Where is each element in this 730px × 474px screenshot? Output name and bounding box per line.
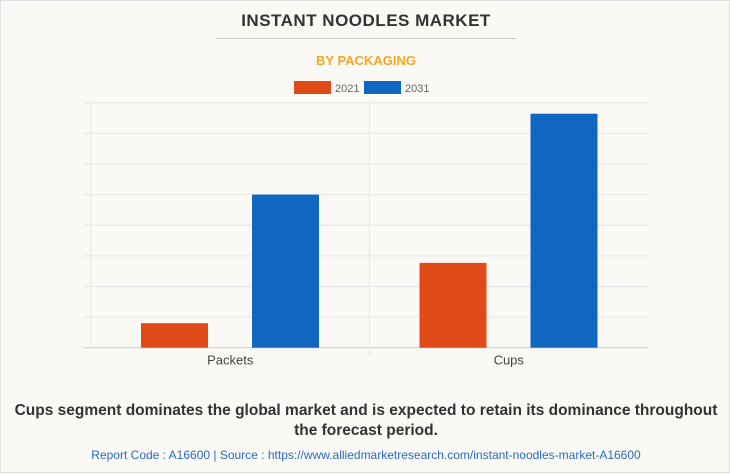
chart-subtitle: BY PACKAGING xyxy=(316,53,416,68)
legend-label: 2031 xyxy=(405,83,429,95)
chart-title: INSTANT NOODLES MARKET xyxy=(241,11,491,30)
x-tick-label: Packets xyxy=(207,353,254,368)
bar-cups-2031 xyxy=(530,113,598,348)
x-tick-label: Cups xyxy=(494,353,525,368)
chart-caption: Cups segment dominates the global market… xyxy=(14,402,718,439)
bar-cups-2021 xyxy=(419,262,487,348)
legend-swatch-2031 xyxy=(364,81,401,94)
legend-swatch-2021 xyxy=(294,81,331,94)
bar-packets-2021 xyxy=(141,323,208,348)
source-text: Report Code : A16600 | Source : https://… xyxy=(91,448,641,462)
title-divider xyxy=(216,38,516,39)
legend-label: 2021 xyxy=(335,83,359,95)
bar-packets-2031 xyxy=(252,194,319,348)
